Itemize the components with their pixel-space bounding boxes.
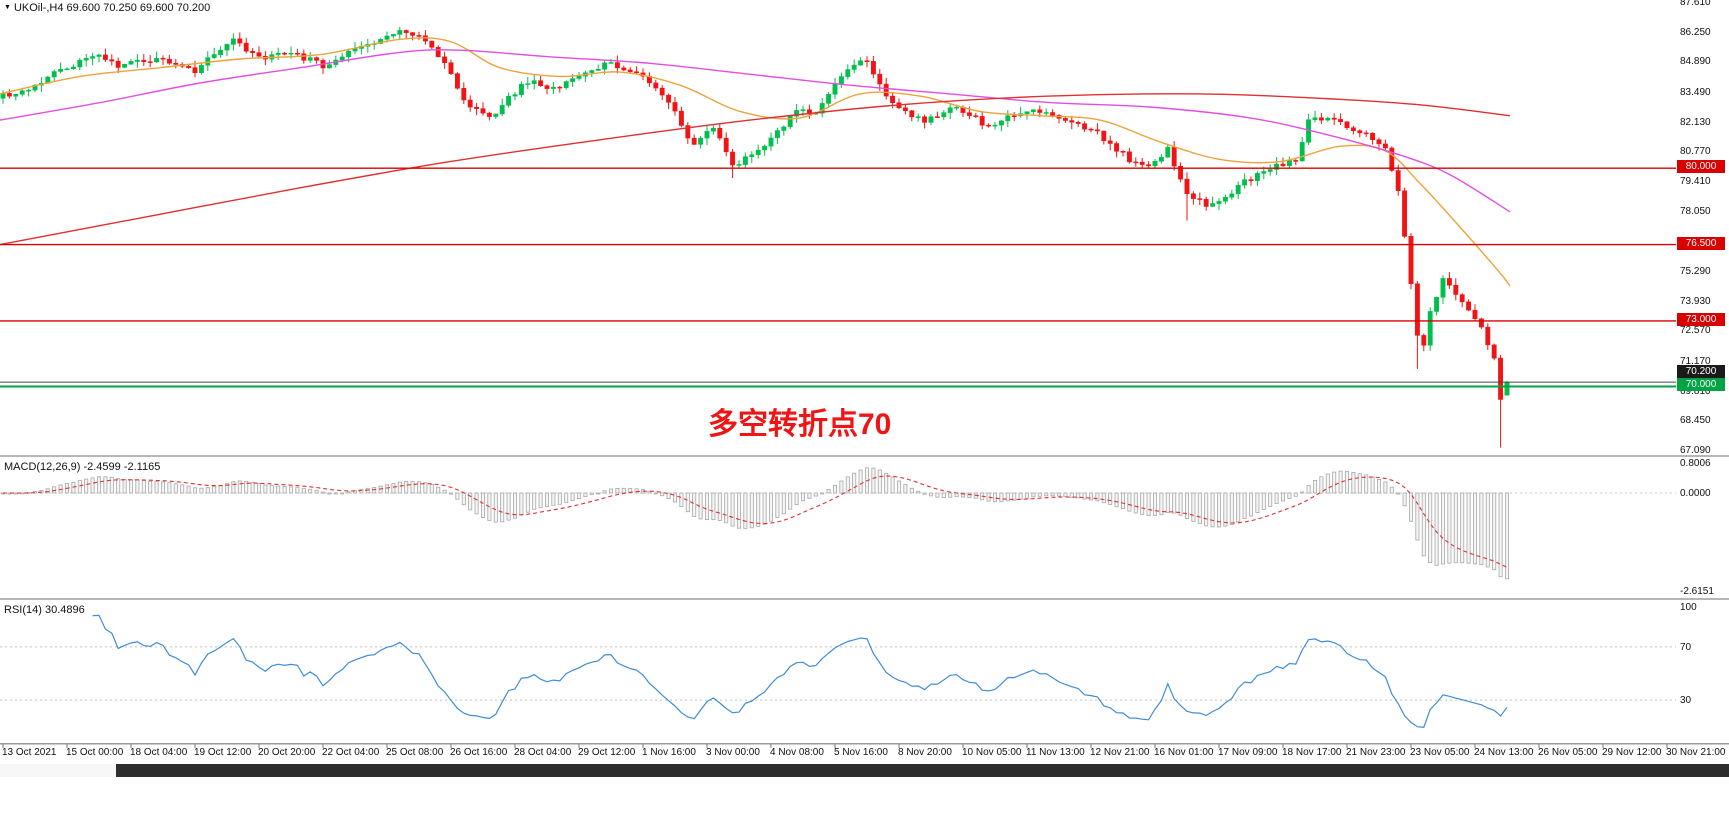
time-axis-label: 21 Nov 23:00 bbox=[1346, 747, 1406, 758]
macd-axis-label: -2.6151 bbox=[1680, 586, 1714, 597]
symbol-ohlc-text: UKOil-,H4 69.600 70.250 69.600 70.200 bbox=[13, 2, 211, 14]
macd-signal-line bbox=[2, 475, 1508, 568]
time-axis-label: 1 Nov 16:00 bbox=[642, 747, 696, 758]
price-axis-label: 68.450 bbox=[1680, 415, 1711, 426]
price-level-tag: 80.000 bbox=[1677, 160, 1725, 173]
time-axis-label: 28 Oct 04:00 bbox=[514, 747, 572, 758]
time-axis-label: 25 Oct 08:00 bbox=[386, 747, 444, 758]
time-axis-label: 5 Nov 16:00 bbox=[834, 747, 888, 758]
time-axis-label: 4 Nov 08:00 bbox=[770, 747, 824, 758]
time-axis-label: 20 Oct 20:00 bbox=[258, 747, 316, 758]
macd-axis-label: 0.8006 bbox=[1680, 458, 1711, 469]
macd-header: MACD(12,26,9) -2.4599 -2.1165 bbox=[4, 461, 161, 473]
rsi-axis-label: 100 bbox=[1680, 602, 1697, 613]
time-axis-label: 22 Oct 04:00 bbox=[322, 747, 380, 758]
macd-axis-label: 0.0000 bbox=[1680, 488, 1711, 499]
time-axis-label: 15 Oct 00:00 bbox=[66, 747, 124, 758]
time-axis-label: 10 Nov 05:00 bbox=[962, 747, 1022, 758]
ma-fast-orange bbox=[0, 37, 1511, 287]
price-level-tag: 76.500 bbox=[1677, 237, 1725, 250]
price-axis-label: 87.610 bbox=[1680, 0, 1711, 8]
time-axis-label: 30 Nov 21:00 bbox=[1666, 747, 1726, 758]
price-axis-label: 67.090 bbox=[1680, 445, 1711, 456]
price-level-tag: 70.000 bbox=[1677, 378, 1725, 391]
candlestick-series bbox=[0, 26, 1510, 448]
price-axis-label: 84.890 bbox=[1680, 56, 1711, 67]
time-axis-label: 26 Nov 05:00 bbox=[1538, 747, 1598, 758]
time-axis-label: 18 Nov 17:00 bbox=[1282, 747, 1342, 758]
rsi-header: RSI(14) 30.4896 bbox=[4, 604, 85, 616]
time-axis-label: 13 Oct 2021 bbox=[2, 747, 57, 758]
time-axis-label: 12 Nov 21:00 bbox=[1090, 747, 1150, 758]
ma-slow-red bbox=[0, 93, 1511, 246]
time-axis-label: 26 Oct 16:00 bbox=[450, 747, 508, 758]
price-axis-label: 82.130 bbox=[1680, 117, 1711, 128]
annotation-text: 多空转折点70 bbox=[708, 408, 892, 441]
macd-indicator bbox=[0, 467, 1676, 580]
scrollbar-thumb[interactable] bbox=[116, 764, 1729, 777]
price-axis-label: 78.050 bbox=[1680, 206, 1711, 217]
rsi-indicator bbox=[0, 614, 1676, 728]
time-axis-label: 16 Nov 01:00 bbox=[1154, 747, 1214, 758]
time-axis-label: 18 Oct 04:00 bbox=[130, 747, 188, 758]
time-axis-label: 29 Oct 12:00 bbox=[578, 747, 636, 758]
price-level-tag: 73.000 bbox=[1677, 313, 1725, 326]
moving-averages bbox=[0, 37, 1511, 287]
time-axis-label: 29 Nov 12:00 bbox=[1602, 747, 1662, 758]
rsi-axis-label: 30 bbox=[1680, 695, 1692, 706]
price-axis-label: 71.170 bbox=[1680, 356, 1711, 367]
symbol-ohlc-header: ▼ UKOil-,H4 69.600 70.250 69.600 70.200 bbox=[4, 2, 210, 14]
chart-symbol-icon: ▼ bbox=[4, 4, 11, 11]
price-axis-label: 80.770 bbox=[1680, 146, 1711, 157]
ma-medium-magenta bbox=[0, 49, 1511, 213]
price-axis-label: 79.410 bbox=[1680, 176, 1711, 187]
price-axis-label: 83.490 bbox=[1680, 87, 1711, 98]
price-axis-label: 73.930 bbox=[1680, 296, 1711, 307]
horizontal-scrollbar[interactable] bbox=[0, 764, 1729, 777]
price-axis-label: 75.290 bbox=[1680, 266, 1711, 277]
time-axis-label: 24 Nov 13:00 bbox=[1474, 747, 1534, 758]
price-axis-label: 86.250 bbox=[1680, 27, 1711, 38]
time-ticks bbox=[2, 744, 1668, 748]
time-axis-label: 11 Nov 13:00 bbox=[1026, 747, 1085, 758]
time-axis-label: 3 Nov 00:00 bbox=[706, 747, 760, 758]
time-axis-label: 8 Nov 20:00 bbox=[898, 747, 952, 758]
price-axis-label: 72.570 bbox=[1680, 325, 1711, 336]
rsi-axis-label: 70 bbox=[1680, 642, 1692, 653]
price-axis-label: 69.810 bbox=[1680, 386, 1711, 397]
horizontal-levels bbox=[0, 167, 1676, 388]
rsi-line bbox=[92, 614, 1508, 728]
bid-price-tag: 70.200 bbox=[1677, 365, 1725, 378]
time-axis-label: 23 Nov 05:00 bbox=[1410, 747, 1470, 758]
time-axis-label: 19 Oct 12:00 bbox=[194, 747, 252, 758]
panel-separators bbox=[0, 455, 1729, 745]
time-axis-label: 17 Nov 09:00 bbox=[1218, 747, 1278, 758]
